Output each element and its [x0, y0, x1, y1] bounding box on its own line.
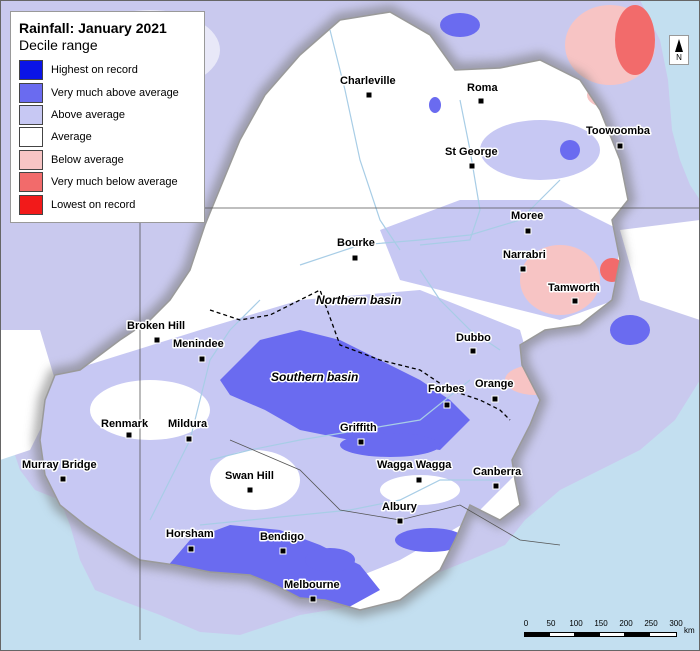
- legend-swatch: [19, 149, 43, 170]
- town-label-bendigo: Bendigo: [260, 531, 304, 543]
- legend-label: Average: [51, 131, 92, 144]
- town-label-menindee: Menindee: [173, 338, 224, 350]
- town-label-st-george: St George: [445, 146, 498, 158]
- legend-item: Highest on record: [19, 59, 196, 81]
- above-average-qld: [480, 120, 600, 180]
- legend-swatch: [19, 127, 43, 148]
- town-label-orange: Orange: [475, 378, 514, 390]
- legend-item: Very much above average: [19, 81, 196, 103]
- scale-tick: 300: [669, 619, 683, 628]
- town-label-dubbo: Dubbo: [456, 332, 491, 344]
- vma-southern-basin: [220, 330, 470, 450]
- scale-tick: 100: [569, 619, 583, 628]
- town-label-griffith: Griffith: [340, 422, 377, 434]
- town-label-charleville: Charleville: [340, 75, 396, 87]
- legend-swatch: [19, 194, 43, 215]
- scale-segment: [524, 632, 550, 637]
- town-labels: Charleville Roma Toowoomba St George Mor…: [21, 74, 653, 593]
- north-arrow-icon: N: [669, 35, 689, 65]
- vma-qld-small: [429, 97, 441, 113]
- scale-segment: [599, 632, 625, 637]
- town-label-narrabri: Narrabri: [503, 249, 546, 261]
- town-label-toowoomba: Toowoomba: [586, 125, 651, 137]
- legend-item: Very much below average: [19, 171, 196, 193]
- scale-segment: [574, 632, 600, 637]
- vma-stgeorge: [560, 140, 580, 160]
- town-label-broken-hill: Broken Hill: [127, 320, 185, 332]
- outside-vmb-ne: [615, 5, 655, 75]
- scale-tick: 200: [619, 619, 633, 628]
- average-mildura: [90, 380, 210, 440]
- scale-segment: [649, 632, 677, 637]
- scale-tick: 0: [523, 619, 529, 628]
- town-label-moree: Moree: [511, 210, 543, 222]
- scale-unit-label: km: [684, 626, 695, 635]
- vma-griffith: [340, 433, 440, 457]
- southern-basin-label: Southern basin: [271, 370, 358, 384]
- below-average-tamworth: [520, 245, 600, 315]
- town-label-swan-hill: Swan Hill: [225, 470, 274, 482]
- outside-white-coast: [620, 220, 700, 320]
- town-label-tamworth: Tamworth: [548, 282, 600, 294]
- town-label-murray-bridge: Murray Bridge: [22, 459, 97, 471]
- town-label-mildura: Mildura: [168, 418, 208, 430]
- vma-albury: [395, 528, 465, 552]
- town-label-canberra: Canberra: [473, 466, 522, 478]
- outside-vma-e: [610, 315, 650, 345]
- basin-divide-line: [209, 289, 511, 421]
- legend-item: Average: [19, 126, 196, 148]
- scale-bar: 0 50 100 150 200 250 300: [518, 617, 696, 645]
- above-average-south: [40, 290, 540, 600]
- town-label-renmark: Renmark: [101, 418, 149, 430]
- legend-item: Lowest on record: [19, 193, 196, 215]
- scale-segment: [624, 632, 650, 637]
- legend-title: Rainfall: January 2021: [19, 20, 167, 36]
- legend-swatch: [19, 172, 43, 193]
- northern-basin-label: Northern basin: [316, 293, 401, 307]
- legend-swatch: [19, 82, 43, 103]
- town-label-bourke: Bourke: [337, 237, 375, 249]
- rivers: [149, 29, 561, 526]
- legend-swatch: [19, 104, 43, 125]
- legend-label: Highest on record: [51, 64, 138, 77]
- legend-item: Above average: [19, 104, 196, 126]
- average-swanhill: [210, 450, 300, 510]
- outside-vma-sw: [440, 13, 480, 37]
- scale-tick: 50: [546, 619, 556, 628]
- town-label-melbourne: Melbourne: [284, 579, 340, 591]
- legend-item: Below average: [19, 149, 196, 171]
- town-label-wagga-wagga: Wagga Wagga: [377, 459, 452, 471]
- north-label: N: [676, 53, 682, 62]
- scale-segment: [549, 632, 575, 637]
- town-label-forbes: Forbes: [428, 383, 465, 395]
- legend-subtitle: Decile range: [19, 37, 98, 53]
- legend-label: Very much above average: [51, 86, 179, 99]
- town-markers: [59, 91, 624, 603]
- town-label-albury: Albury: [382, 501, 418, 513]
- legend-label: Above average: [51, 108, 125, 121]
- town-label-horsham: Horsham: [166, 528, 214, 540]
- legend: Rainfall: January 2021 Decile range High…: [10, 11, 205, 223]
- scale-tick: 150: [594, 619, 608, 628]
- north-arrow-glyph: [675, 39, 683, 52]
- legend-swatch: [19, 60, 43, 81]
- scale-tick: 250: [644, 619, 658, 628]
- town-label-roma: Roma: [467, 82, 498, 94]
- legend-label: Below average: [51, 153, 124, 166]
- legend-label: Very much below average: [51, 176, 178, 189]
- vma-bendigo: [305, 548, 355, 572]
- legend-label: Lowest on record: [51, 198, 136, 211]
